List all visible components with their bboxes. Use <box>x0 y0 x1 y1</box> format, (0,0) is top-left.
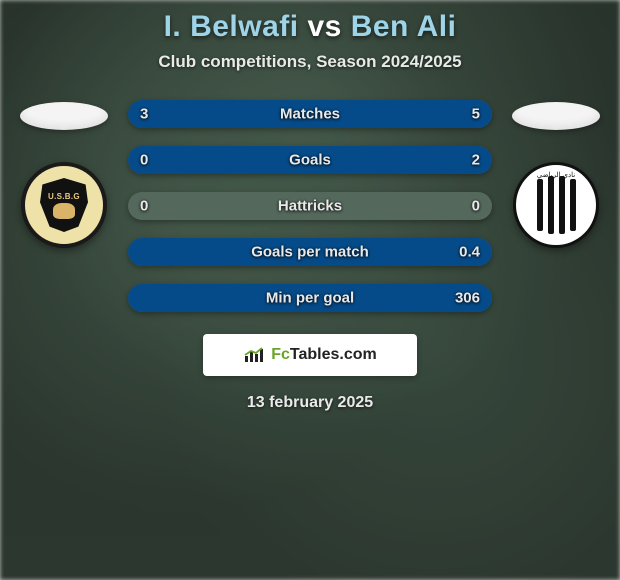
infographic-root: I. Belwafi vs Ben Ali Club competitions,… <box>0 0 620 412</box>
stat-bar-fill-left <box>128 100 265 128</box>
left-club-shield: U.S.B.G <box>40 178 88 232</box>
stat-bar: 0 Hattricks 0 <box>128 192 492 220</box>
main-row: U.S.B.G 3 Matches 5 0 Goals 2 <box>0 100 620 312</box>
stat-bar-fill-right <box>265 100 493 128</box>
right-side: نادي الرياضي <box>504 100 608 248</box>
stat-bar: 0 Goals 2 <box>128 146 492 174</box>
stat-bar: Goals per match 0.4 <box>128 238 492 266</box>
left-side: U.S.B.G <box>12 100 116 248</box>
brand-name-suffix: Tables.com <box>290 346 377 363</box>
left-club-short: U.S.B.G <box>48 192 80 201</box>
stat-bars: 3 Matches 5 0 Goals 2 0 Hattricks 0 <box>128 100 492 312</box>
player2-name: Ben Ali <box>351 10 457 43</box>
left-club-badge: U.S.B.G <box>21 162 107 248</box>
brand-chart-icon <box>243 346 265 364</box>
date-label: 13 february 2025 <box>0 394 620 412</box>
brand-name-prefix: Fc <box>271 346 290 363</box>
vs-label: vs <box>307 10 341 43</box>
stat-bar-fill-right <box>128 238 492 266</box>
brand-name: FcTables.com <box>271 346 377 364</box>
stat-bar-fill-right <box>128 146 492 174</box>
right-club-badge: نادي الرياضي <box>513 162 599 248</box>
stat-bar: 3 Matches 5 <box>128 100 492 128</box>
right-country-icon <box>512 102 600 130</box>
left-country-icon <box>20 102 108 130</box>
left-club-emblem-icon <box>53 203 75 219</box>
stat-bar-fill-right <box>128 284 492 312</box>
stat-bar-track <box>128 192 492 220</box>
player1-name: I. Belwafi <box>164 10 299 43</box>
page-title: I. Belwafi vs Ben Ali <box>0 10 620 44</box>
right-club-stripes-icon <box>530 176 582 234</box>
brand-badge[interactable]: FcTables.com <box>203 334 417 376</box>
subtitle: Club competitions, Season 2024/2025 <box>0 52 620 72</box>
stat-bar: Min per goal 306 <box>128 284 492 312</box>
